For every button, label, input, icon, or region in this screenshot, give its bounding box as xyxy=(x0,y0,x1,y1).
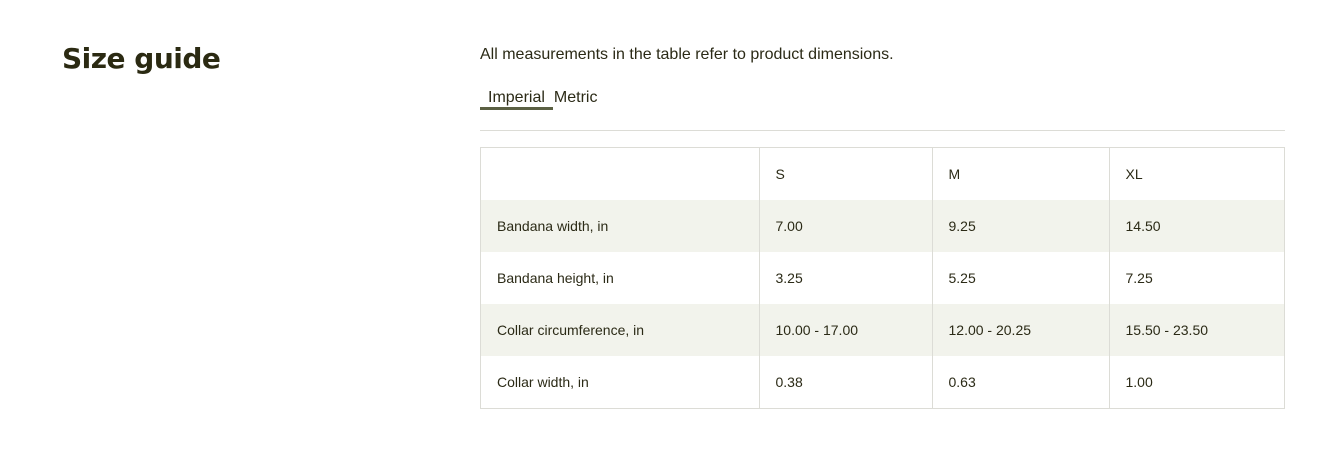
header-cell-s: S xyxy=(758,148,932,200)
row-label: Bandana width, in xyxy=(481,200,759,252)
table-row: Bandana height, in 3.25 5.25 7.25 xyxy=(481,252,1284,304)
table-cell: 3.25 xyxy=(758,252,932,304)
header-cell-empty xyxy=(481,148,759,200)
table-row: Collar width, in 0.38 0.63 1.00 xyxy=(481,356,1284,408)
size-table: S M XL Bandana width, in 7.00 9.25 14.50… xyxy=(481,148,1284,408)
table-row: Collar circumference, in 10.00 - 17.00 1… xyxy=(481,304,1284,356)
table-cell: 12.00 - 20.25 xyxy=(931,304,1109,356)
size-table-container: S M XL Bandana width, in 7.00 9.25 14.50… xyxy=(480,147,1285,409)
table-cell: 7.00 xyxy=(758,200,932,252)
row-label: Bandana height, in xyxy=(497,270,614,286)
table-cell: 1.00 xyxy=(1108,356,1284,408)
table-header-row: S M XL xyxy=(481,148,1284,200)
table-row: Bandana width, in 7.00 9.25 14.50 xyxy=(481,200,1284,252)
tab-imperial[interactable]: Imperial xyxy=(480,81,553,110)
row-label: Collar circumference, in xyxy=(481,304,759,356)
tab-metric[interactable]: Metric xyxy=(553,89,598,106)
table-cell: 0.63 xyxy=(931,356,1109,408)
table-cell: 7.25 xyxy=(1108,252,1284,304)
table-cell: 14.50 xyxy=(1108,200,1284,252)
table-cell: 0.38 xyxy=(758,356,932,408)
page-title: Size guide xyxy=(62,42,221,75)
table-cell: 10.00 - 17.00 xyxy=(758,304,932,356)
row-label: Collar width, in xyxy=(497,374,589,390)
measurement-note: All measurements in the table refer to p… xyxy=(480,46,894,63)
table-cell: 15.50 - 23.50 xyxy=(1108,304,1284,356)
table-cell: 9.25 xyxy=(931,200,1109,252)
size-guide-content: All measurements in the table refer to p… xyxy=(480,44,1285,409)
unit-tabs: Imperial Metric xyxy=(480,81,1285,131)
header-cell-m: M xyxy=(931,148,1109,200)
table-cell: 5.25 xyxy=(931,252,1109,304)
header-cell-xl: XL xyxy=(1108,148,1284,200)
